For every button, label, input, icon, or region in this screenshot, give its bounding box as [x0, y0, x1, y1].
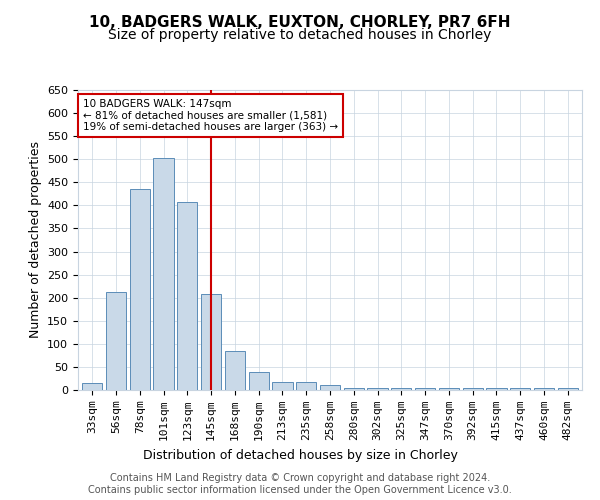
Bar [296, 382, 316, 390]
Bar [344, 388, 364, 390]
Y-axis label: Number of detached properties: Number of detached properties [29, 142, 41, 338]
Bar [557, 388, 578, 390]
Bar [272, 382, 293, 390]
Bar [415, 388, 435, 390]
Bar [130, 189, 150, 390]
Text: Size of property relative to detached houses in Chorley: Size of property relative to detached ho… [109, 28, 491, 42]
Text: 10, BADGERS WALK, EUXTON, CHORLEY, PR7 6FH: 10, BADGERS WALK, EUXTON, CHORLEY, PR7 6… [89, 15, 511, 30]
Bar [320, 386, 340, 390]
Text: Contains HM Land Registry data © Crown copyright and database right 2024.
Contai: Contains HM Land Registry data © Crown c… [88, 474, 512, 495]
Bar [248, 372, 269, 390]
Bar [367, 388, 388, 390]
Bar [534, 388, 554, 390]
Bar [106, 292, 126, 390]
Bar [463, 388, 483, 390]
Text: Distribution of detached houses by size in Chorley: Distribution of detached houses by size … [143, 448, 457, 462]
Bar [201, 294, 221, 390]
Bar [439, 388, 459, 390]
Bar [510, 388, 530, 390]
Bar [177, 202, 197, 390]
Bar [225, 351, 245, 390]
Bar [154, 158, 173, 390]
Bar [487, 388, 506, 390]
Text: 10 BADGERS WALK: 147sqm
← 81% of detached houses are smaller (1,581)
19% of semi: 10 BADGERS WALK: 147sqm ← 81% of detache… [83, 99, 338, 132]
Bar [391, 388, 412, 390]
Bar [82, 383, 103, 390]
